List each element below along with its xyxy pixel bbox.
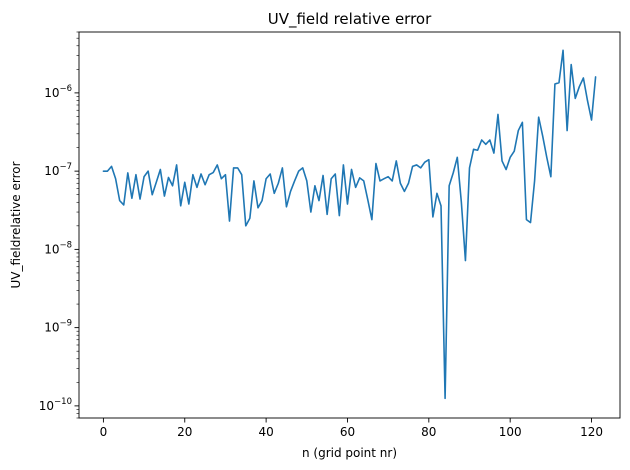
x-axis-label: n (grid point nr): [302, 446, 397, 460]
x-axis-ticks: 0 20 40 60 80 100 120: [100, 418, 603, 439]
y-axis-label: UV_fieldrelative error: [9, 161, 23, 288]
x-tick-label: 80: [421, 425, 436, 439]
y-axis-ticks: 10−10 10−9 10−8 10−7 10−6: [39, 84, 79, 413]
plot-area: [79, 32, 620, 418]
series-line: [102, 49, 597, 400]
x-tick-label: 0: [100, 425, 108, 439]
x-tick-label: 40: [258, 425, 273, 439]
y-tick-label: 10−10: [39, 397, 72, 413]
y-tick-label: 10−8: [44, 240, 72, 256]
x-tick-label: 120: [580, 425, 603, 439]
x-tick-label: 60: [340, 425, 355, 439]
x-tick-label: 20: [177, 425, 192, 439]
plot-frame: [78, 31, 621, 419]
chart-title: UV_field relative error: [268, 10, 432, 29]
x-tick-label: 100: [499, 425, 522, 439]
y-tick-label: 10−7: [44, 162, 72, 178]
y-tick-label: 10−6: [44, 84, 72, 100]
y-tick-label: 10−9: [44, 319, 72, 335]
